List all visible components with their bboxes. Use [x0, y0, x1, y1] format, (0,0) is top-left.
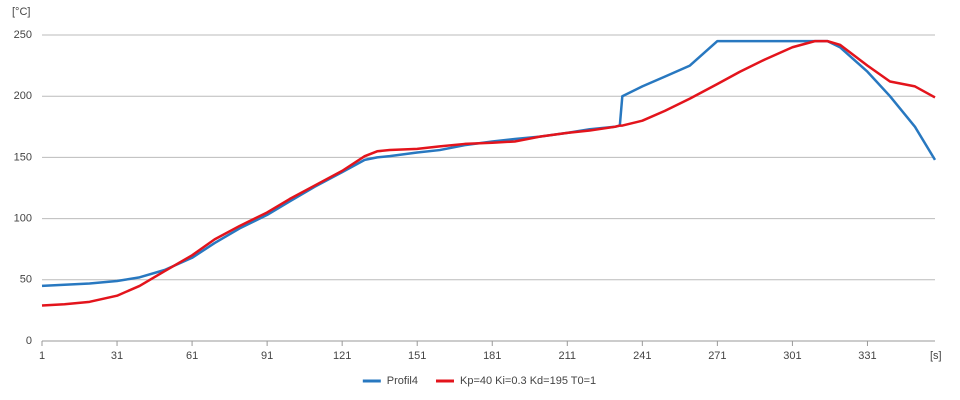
- x-tick-label: 151: [408, 350, 426, 362]
- y-tick-label: 100: [14, 213, 32, 225]
- x-tick-label: 31: [111, 350, 123, 362]
- x-tick-label: 211: [559, 350, 577, 362]
- x-tick-label: 331: [858, 350, 876, 362]
- x-tick-label: 241: [633, 350, 651, 362]
- x-tick-label: 301: [783, 350, 801, 362]
- y-axis-label: [°C]: [12, 6, 30, 18]
- x-tick-label: 121: [333, 350, 351, 362]
- y-tick-label: 250: [14, 29, 32, 41]
- series-line: [41, 39, 936, 307]
- y-tick-label: 0: [26, 335, 32, 347]
- legend-label: Profil4: [387, 375, 418, 387]
- legend-label: Kp=40 Ki=0.3 Kd=195 T0=1: [460, 375, 596, 387]
- x-tick-label: 91: [261, 350, 273, 362]
- x-tick-label: 61: [186, 350, 198, 362]
- x-tick-label: 1: [39, 350, 45, 362]
- y-tick-label: 150: [14, 151, 32, 163]
- series-line: [41, 39, 937, 288]
- x-tick-label: 181: [483, 350, 501, 362]
- x-axis-label: [s]: [930, 350, 942, 362]
- y-tick-label: 50: [20, 274, 32, 286]
- y-tick-label: 200: [14, 90, 32, 102]
- x-tick-label: 271: [708, 350, 726, 362]
